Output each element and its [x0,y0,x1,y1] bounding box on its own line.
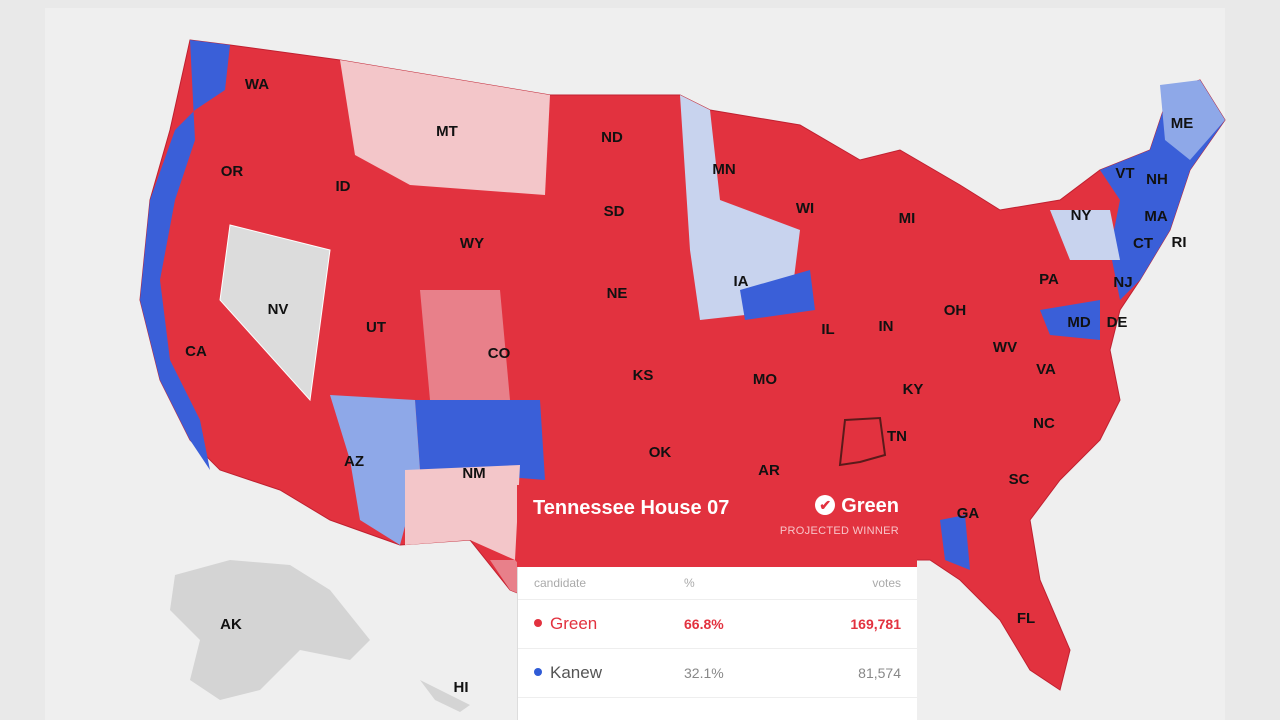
state-label: NC [1033,415,1055,432]
state-label: AR [758,462,780,479]
state-label: RI [1172,234,1187,251]
state-label: DE [1107,314,1128,331]
votes: 169,781 [850,616,901,632]
candidate: Kanew [534,663,684,683]
header-cell: candidate [534,576,587,590]
state-label: NH [1146,171,1168,188]
votes: 81,574 [858,665,901,681]
state-label: WI [796,200,814,217]
district-area [1160,80,1225,160]
state-label: HI [454,679,469,696]
district-area [140,40,230,470]
tooltip: Tennessee House 07 ✔ Green PROJECTED WINN… [517,485,917,720]
state-label: NV [268,301,289,318]
district-area [405,465,520,560]
alaska [170,560,370,700]
state-label: GA [957,505,980,522]
state-label: CO [488,345,511,362]
party-dot [534,619,542,627]
header-cell: votes [872,576,901,590]
candidate: Green [534,614,684,634]
state-label: AK [220,616,242,633]
state-label: SC [1009,471,1030,488]
state-label: ID [336,178,351,195]
state-label: ND [601,129,623,146]
state-label: VA [1036,361,1056,378]
state-label: OR [221,163,244,180]
table-row: Green 66.8% 169,781 [518,600,917,649]
state-label: NY [1071,207,1092,224]
district-area [680,95,800,320]
state-label: SD [604,203,625,220]
winner: ✔ Green [815,495,899,518]
district-area [415,400,545,480]
state-label: KS [633,367,654,384]
table-header: candidate % votes [518,567,917,600]
state-label: ME [1171,115,1194,132]
state-label: WA [245,76,269,93]
percent: 66.8% [684,616,724,632]
status: PROJECTED WINNER [779,525,899,537]
table-row: Kanew 32.1% 81,574 [518,649,917,698]
percent: 32.1% [684,665,724,681]
district-area [330,395,420,545]
state-label: CT [1133,235,1153,252]
state-labels: WA OR CA NV ID MT ND SD WY UT CO NE KS OK NM AZ MN IA WI MI… [185,76,1193,696]
state-label: PA [1039,271,1059,288]
state-label: OH [944,302,967,319]
state-label: NE [607,285,628,302]
winner-name: Green [841,495,899,517]
selected-district[interactable] [838,416,887,467]
state-label: MT [436,123,458,140]
state-label: WY [460,235,484,252]
district-area [740,270,815,320]
district-area [940,515,970,570]
state-label: MA [1144,208,1167,225]
state-label: IL [821,321,834,338]
state-label: OK [649,444,672,461]
state-label: TN [887,428,907,445]
tooltip-title: Tennessee House 07 [533,497,730,519]
district-area [420,290,510,400]
state-label: MO [753,371,777,388]
candidate-name: Green [550,614,598,633]
district-area [1050,210,1120,260]
state-label: MI [899,210,916,227]
state-label: MD [1067,314,1090,331]
check-icon: ✔ [815,495,836,515]
results-table: candidate % votes Green 66.8% 169,781 Ka… [517,567,917,720]
state-label: KY [903,381,924,398]
state-label: UT [366,319,386,336]
state-label: IA [734,273,749,290]
party-dot [534,668,542,676]
state-label: CA [185,343,207,360]
candidate-name: Kanew [550,663,602,682]
state-label: AZ [344,453,364,470]
state-label: WV [993,339,1017,356]
district-area [219,224,331,402]
state-label: FL [1017,610,1035,627]
state-label: VT [1115,165,1134,182]
header-cell: % [684,576,695,590]
state-label: NJ [1113,274,1132,291]
state-label: NM [462,465,485,482]
district-area [340,60,550,195]
state-label: MN [712,161,735,178]
tooltip-header: Tennessee House 07 ✔ Green PROJECTED WINN… [517,485,917,567]
state-label: IN [879,318,894,335]
district-area [1040,300,1100,340]
hawaii [420,680,470,712]
